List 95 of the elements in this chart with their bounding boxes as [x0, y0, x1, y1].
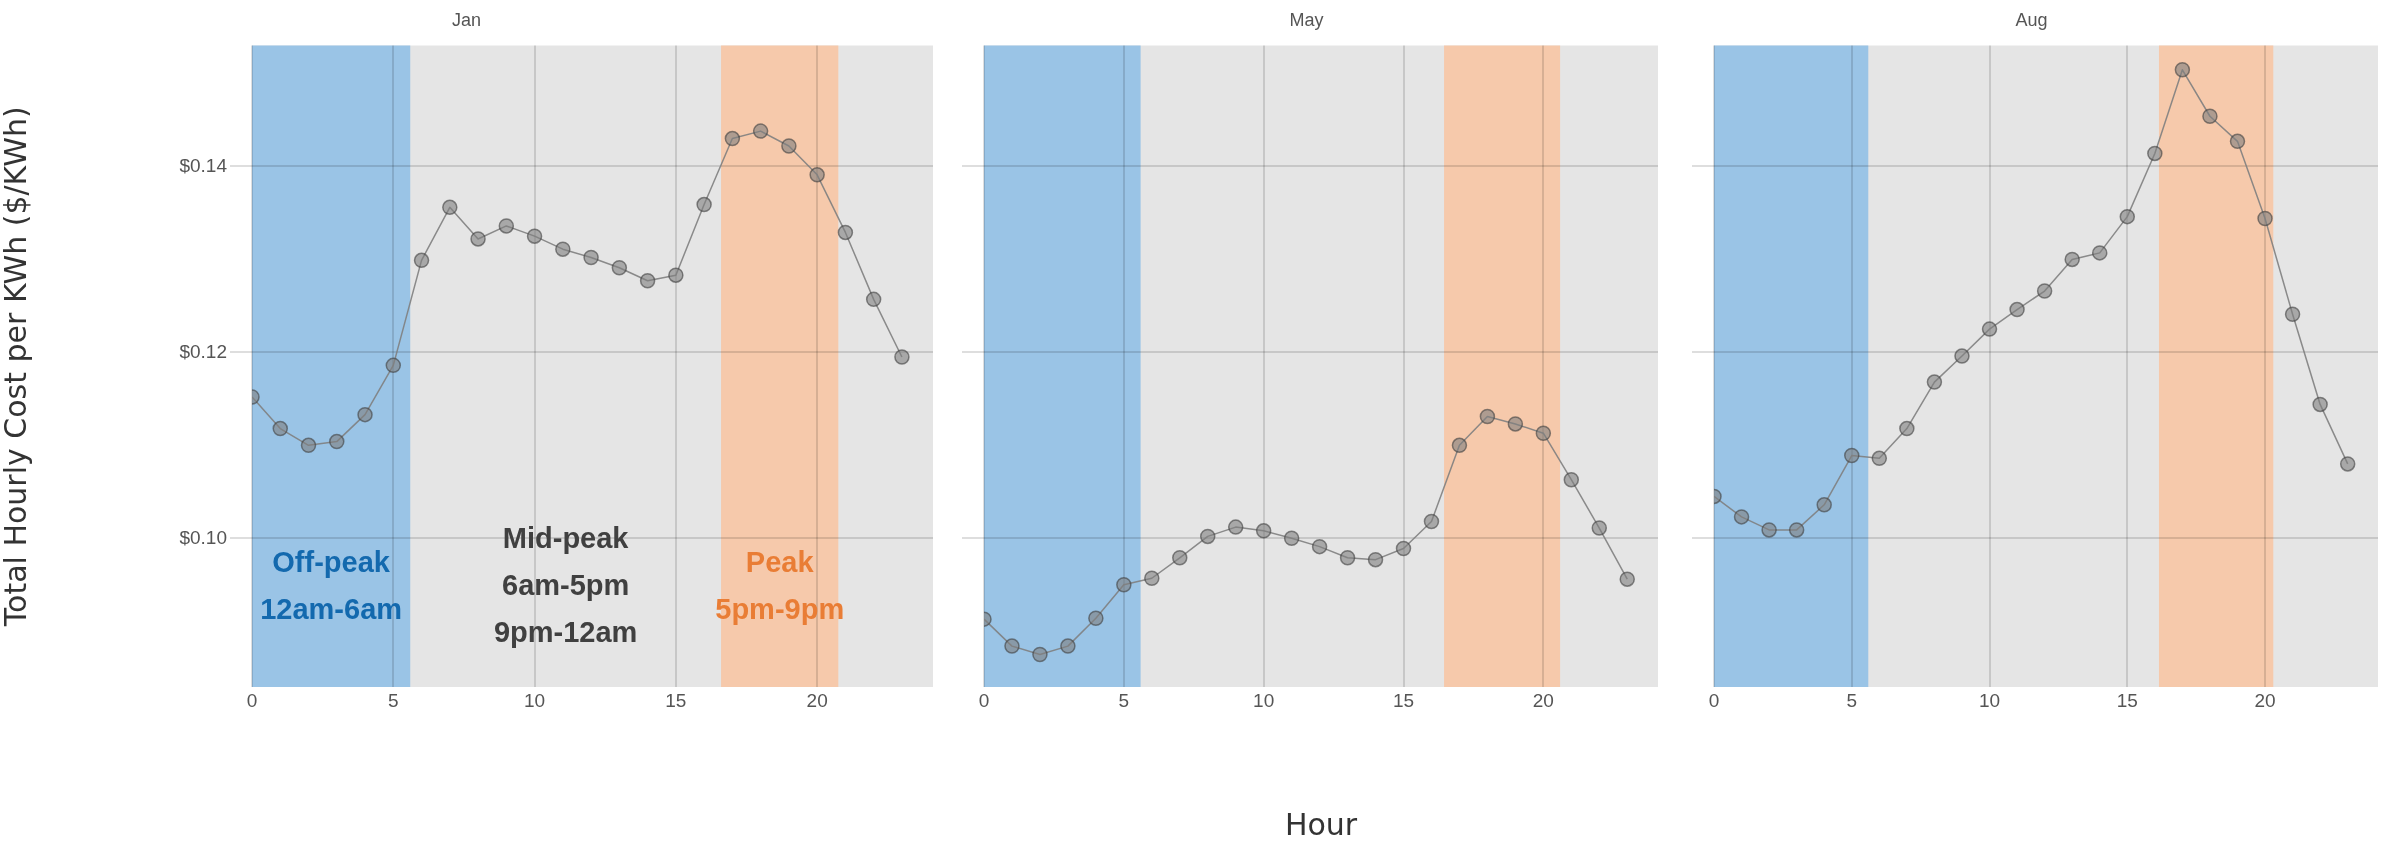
x-tick-label: 15	[665, 689, 687, 711]
point	[1981, 321, 1998, 337]
point	[583, 249, 599, 266]
point	[1088, 610, 1104, 626]
point	[1507, 416, 1524, 432]
point	[1591, 520, 1608, 536]
x-tick-label: 10	[524, 689, 546, 711]
point	[413, 252, 430, 269]
point	[1032, 646, 1048, 663]
point	[1339, 550, 1356, 566]
x-tick-label: 20	[2254, 689, 2276, 711]
point	[1816, 497, 1832, 513]
x-tick-label: 10	[1253, 689, 1275, 711]
chart-title: Jan	[451, 9, 482, 30]
y-tick-label: $0.10	[179, 526, 227, 548]
point	[442, 199, 458, 216]
point	[1844, 447, 1860, 464]
x-tick-label: 0	[1708, 689, 1720, 711]
point	[1761, 522, 1777, 538]
point	[385, 357, 402, 374]
point	[2036, 283, 2053, 299]
y-axis-title: Total Hourly Cost per KWh ($/KWh)	[0, 106, 33, 628]
x-tick-label: 5	[1118, 689, 1130, 711]
point	[1926, 374, 1943, 390]
point	[1227, 519, 1244, 535]
y-tick-label: $0.14	[179, 154, 228, 176]
point	[2257, 210, 2273, 227]
chart-title: May	[1289, 9, 1324, 30]
point	[498, 218, 515, 234]
x-tick-label: 5	[388, 689, 399, 711]
point	[2009, 301, 2025, 318]
point	[2339, 456, 2356, 472]
point	[1788, 522, 1805, 538]
point	[1172, 550, 1188, 566]
band-label: Off-peak 12am-6am	[260, 545, 403, 625]
point	[1255, 523, 1272, 539]
point	[2091, 245, 2108, 261]
x-tick-label: 20	[806, 689, 828, 711]
point	[1283, 530, 1300, 547]
point	[668, 267, 684, 283]
point	[1733, 509, 1750, 525]
point	[2064, 251, 2080, 268]
point	[1311, 538, 1328, 555]
point	[2312, 396, 2328, 413]
point	[555, 241, 571, 257]
point	[1899, 420, 1915, 437]
x-axis-title: Hour	[1284, 806, 1358, 842]
point	[865, 291, 882, 308]
point	[2229, 133, 2246, 150]
point	[272, 420, 289, 437]
point	[1004, 638, 1020, 654]
point	[1367, 551, 1384, 568]
point	[1199, 528, 1216, 545]
point	[300, 437, 317, 454]
point	[611, 260, 628, 276]
x-tick-label: 20	[1532, 689, 1554, 711]
point	[781, 138, 797, 154]
x-tick-label: 0	[978, 689, 990, 711]
point	[809, 167, 825, 183]
point	[1619, 571, 1635, 587]
point	[2284, 306, 2301, 322]
point	[1451, 437, 1468, 454]
point	[752, 123, 769, 139]
point	[357, 406, 373, 423]
point	[526, 228, 543, 244]
annotation: Mid-peak 6am-5pm 9pm-12am	[493, 522, 638, 648]
point	[837, 224, 854, 241]
band-label: Peak 5pm-9pm	[715, 545, 845, 625]
chart-title: Aug	[2015, 9, 2048, 30]
point	[329, 433, 345, 450]
point	[2147, 145, 2163, 162]
x-tick-label: 10	[1978, 689, 2001, 711]
point	[1871, 450, 1888, 467]
point	[1479, 408, 1496, 425]
x-tick-label: 15	[1392, 689, 1415, 711]
point	[1563, 471, 1580, 488]
point	[1144, 570, 1160, 586]
point	[1423, 513, 1440, 530]
y-tick-label: $0.12	[179, 340, 227, 362]
x-tick-label: 15	[2116, 689, 2138, 711]
point	[2202, 108, 2218, 124]
point	[470, 231, 486, 247]
point	[894, 349, 910, 365]
point	[724, 130, 741, 147]
point	[1116, 577, 1132, 593]
point	[1535, 425, 1552, 441]
x-tick-label: 0	[246, 689, 258, 711]
point	[2174, 62, 2191, 78]
point	[1060, 638, 1076, 654]
point	[1954, 348, 1970, 364]
point	[696, 196, 712, 213]
point	[639, 273, 656, 289]
x-tick-label: 5	[1846, 689, 1858, 711]
point	[2119, 208, 2136, 225]
point	[1395, 540, 1412, 557]
